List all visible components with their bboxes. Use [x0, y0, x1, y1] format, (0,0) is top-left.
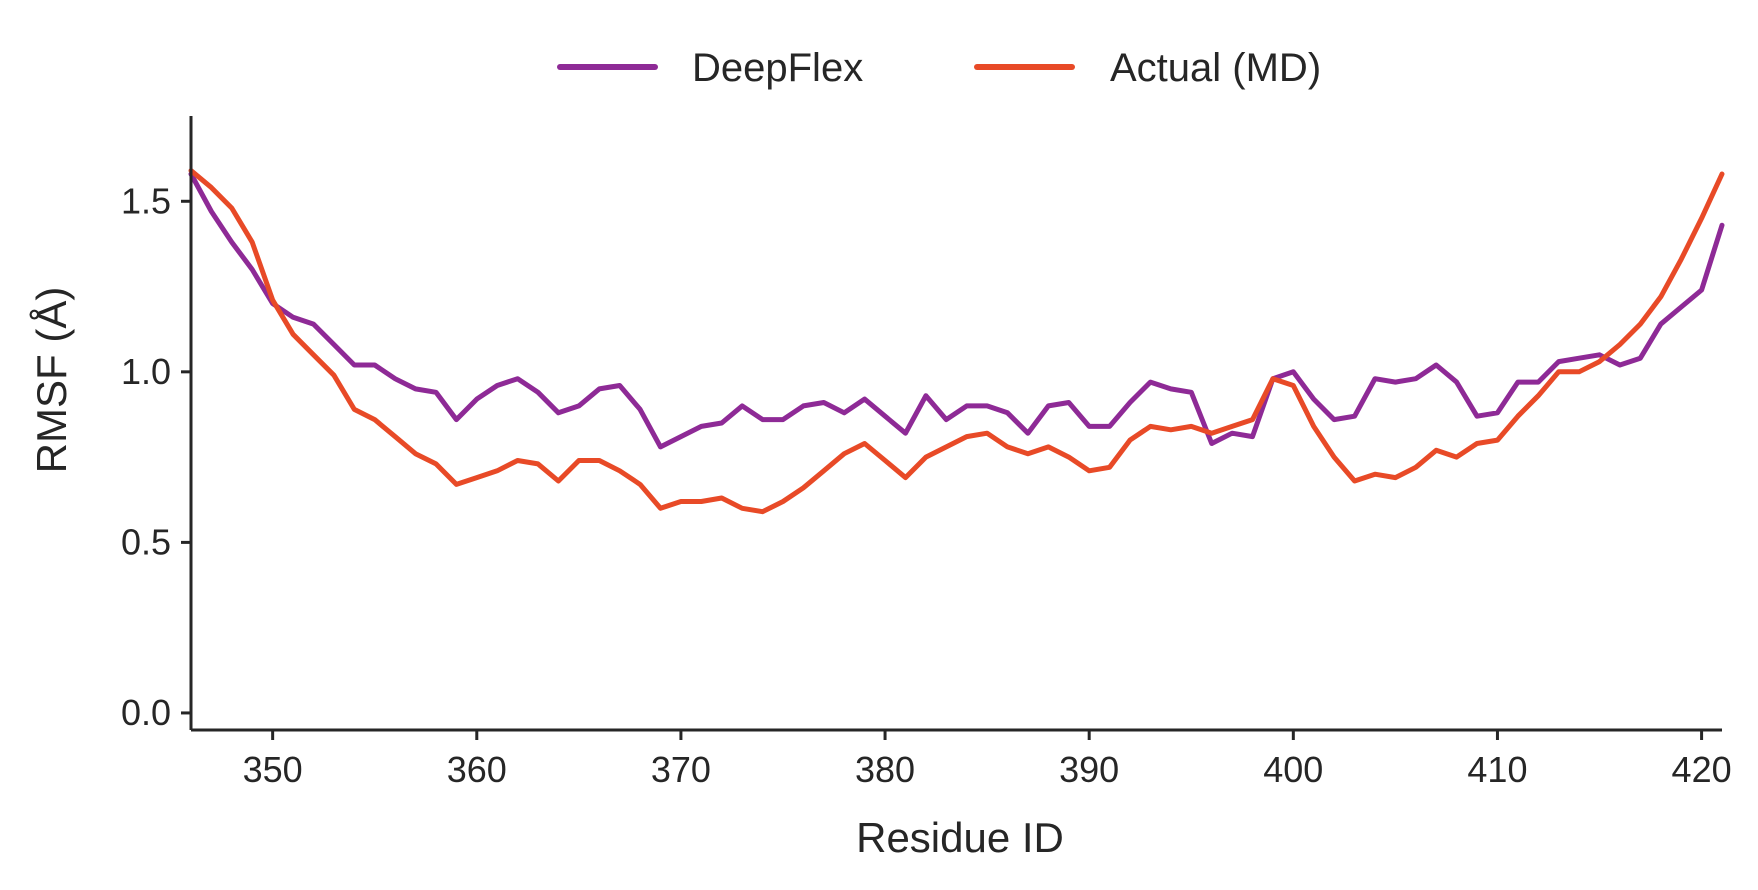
legend: DeepFlex Actual (MD) [557, 46, 1321, 90]
x-tick-label: 400 [1263, 749, 1323, 790]
x-tick-label: 380 [855, 749, 915, 790]
y-tick-label: 1.0 [121, 351, 171, 392]
legend-label: DeepFlex [692, 46, 863, 90]
axes: 0.0 0.5 1.0 1.5 350 360 370 380 390 400 410 420 [121, 116, 1732, 790]
series-line-actual-md [188, 168, 1725, 515]
x-axis-title: Residue ID [856, 814, 1064, 861]
x-tick-label: 420 [1672, 749, 1732, 790]
series-layer [188, 168, 1725, 515]
y-axis-title: RMSF (Å) [28, 287, 75, 474]
y-tick-label: 0.0 [121, 692, 171, 733]
series-line-deepflex [188, 171, 1725, 450]
legend-label: Actual (MD) [1110, 46, 1321, 90]
x-tick-label: 350 [243, 749, 303, 790]
x-tick-label: 410 [1467, 749, 1527, 790]
x-tick-label: 390 [1059, 749, 1119, 790]
y-tick-label: 0.5 [121, 521, 171, 562]
x-tick-label: 370 [651, 749, 711, 790]
x-tick-label: 360 [447, 749, 507, 790]
y-tick-label: 1.5 [121, 180, 171, 221]
